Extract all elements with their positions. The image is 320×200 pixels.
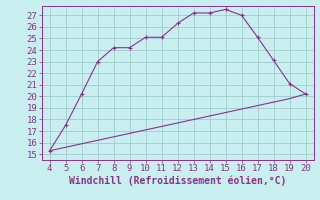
X-axis label: Windchill (Refroidissement éolien,°C): Windchill (Refroidissement éolien,°C) — [69, 176, 286, 186]
